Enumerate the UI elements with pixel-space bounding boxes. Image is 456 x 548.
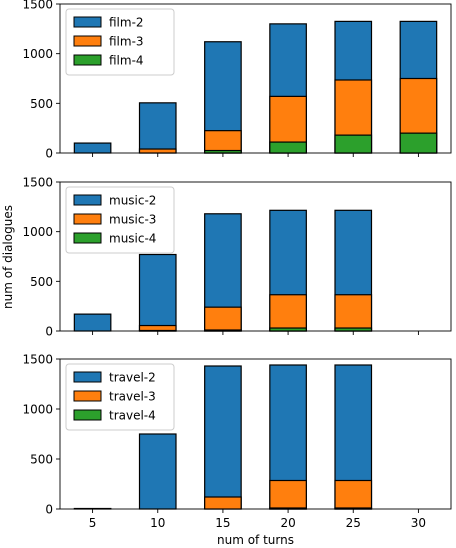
bar-music-3-x15 <box>204 306 242 332</box>
bar-travel-2-x15 <box>204 365 242 510</box>
bar-film-2-x10 <box>138 102 177 154</box>
legend-label-film-3: film-3 <box>109 35 144 49</box>
x-tick-label: 5 <box>89 516 97 530</box>
plot-frame <box>59 3 452 154</box>
legend-swatch-travel-2 <box>73 371 102 383</box>
y-tick-label: 0 <box>45 325 53 339</box>
y-tick-label: 0 <box>45 503 53 517</box>
legend-label-travel-4: travel-4 <box>109 409 156 423</box>
y-tick-label: 1500 <box>22 353 53 367</box>
legend-label-travel-3: travel-3 <box>109 390 156 404</box>
legend-swatch-film-3 <box>73 35 102 47</box>
legend-swatch-music-4 <box>73 232 102 244</box>
bar-travel-3-x20 <box>269 479 307 510</box>
bar-music-2-x5 <box>73 313 112 332</box>
legend-swatch-travel-3 <box>73 390 102 402</box>
x-tick-label: 25 <box>346 516 361 530</box>
bar-music-3-x20 <box>269 294 307 332</box>
x-tick-label: 30 <box>411 516 426 530</box>
bar-film-4-x30 <box>399 132 438 154</box>
legend-swatch-film-4 <box>73 54 102 66</box>
plot-frame <box>59 358 452 510</box>
y-tick-label: 500 <box>30 275 53 289</box>
bar-travel-2-x10 <box>138 433 177 510</box>
bar-film-2-x5 <box>73 142 112 154</box>
x-tick-label: 15 <box>215 516 230 530</box>
bar-travel-3-x15 <box>204 496 242 510</box>
y-tick-label: 1500 <box>22 0 53 12</box>
legend-swatch-film-2 <box>73 16 102 28</box>
bar-travel-3-x25 <box>334 479 373 510</box>
legend-label-film-2: film-2 <box>109 16 144 30</box>
panel-3: 0 500 1000 1500 5 10 15 20 25 30 num of turns trave… <box>22 353 452 547</box>
bar-film-3-x15 <box>204 130 242 154</box>
legend-label-travel-2: travel-2 <box>109 371 156 385</box>
legend-swatch-music-3 <box>73 213 102 225</box>
y-tick-label: 1000 <box>22 225 53 239</box>
shared-y-axis-label: num of dialogues <box>1 205 15 309</box>
legend: travel-2 travel-3 travel-4 <box>65 363 175 431</box>
panel-1: 0 500 1000 1500 film-2 film-3 film-4 <box>22 0 452 161</box>
legend-swatch-travel-4 <box>73 409 102 421</box>
plot-frame <box>59 181 452 332</box>
legend-label-film-4: film-4 <box>109 54 144 68</box>
x-tick-label: 10 <box>150 516 165 530</box>
bar-music-2-x10 <box>138 253 177 332</box>
y-tick-label: 1000 <box>22 403 53 417</box>
bar-music-3-x25 <box>334 294 373 332</box>
legend-label-music-4: music-4 <box>109 232 156 246</box>
x-axis-label: num of turns <box>217 533 294 547</box>
bar-film-4-x25 <box>334 134 373 154</box>
bar-film-3-x10 <box>138 148 177 154</box>
legend: music-2 music-3 music-4 <box>65 186 175 254</box>
y-tick-label: 500 <box>30 97 53 111</box>
y-tick-label: 0 <box>45 147 53 161</box>
x-tick-label: 20 <box>280 516 295 530</box>
legend-label-music-3: music-3 <box>109 213 156 227</box>
legend: film-2 film-3 film-4 <box>65 8 175 76</box>
panel-2: 0 500 1000 1500 music-2 music-3 music-4 <box>22 176 452 339</box>
y-tick-label: 1000 <box>22 47 53 61</box>
y-tick-label: 500 <box>30 453 53 467</box>
chart-panels: 0 500 1000 1500 film-2 film-3 film-4 0 500 1000 15… <box>22 0 452 547</box>
legend-label-music-2: music-2 <box>109 194 156 208</box>
legend-swatch-music-2 <box>73 194 102 206</box>
bar-film-4-x20 <box>269 141 307 154</box>
y-tick-label: 1500 <box>22 176 53 190</box>
